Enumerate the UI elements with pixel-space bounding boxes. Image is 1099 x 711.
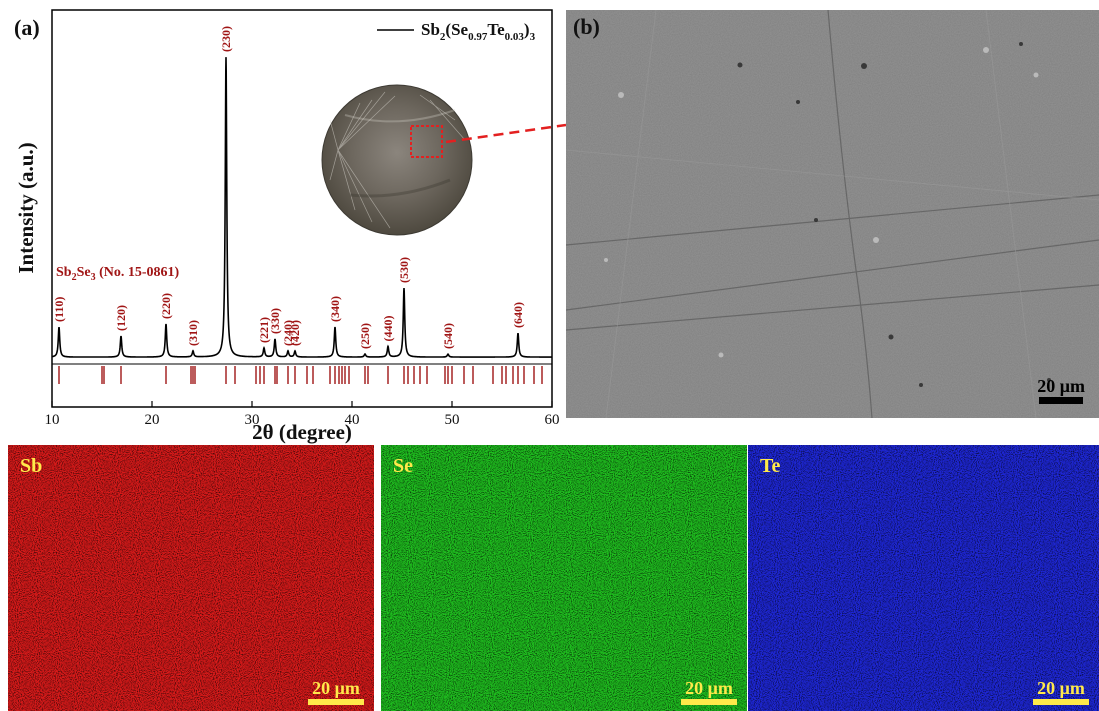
peak-label: (420) xyxy=(288,320,302,346)
se-label: Se xyxy=(393,455,413,477)
sb-scale-bar: 20 μm xyxy=(308,679,364,705)
panel-b-label: (b) xyxy=(573,14,600,39)
sem-scale-bar: 20 μm xyxy=(1037,377,1085,404)
sb-scale-label: 20 μm xyxy=(312,678,360,698)
pellet-photo xyxy=(321,84,473,236)
y-axis-label: Intensity (a.u.) xyxy=(14,142,38,273)
x-tick-label: 30 xyxy=(245,412,260,428)
panel-a-label: (a) xyxy=(14,15,40,40)
xrd-chart: (a) 10 20 30 40 50 60 (110) (120) (220) (310) (23… xyxy=(14,9,566,444)
zoom-indicator-line xyxy=(445,123,566,144)
plot-frame xyxy=(51,9,553,408)
se-scale-line xyxy=(681,699,737,705)
te-label: Te xyxy=(760,455,781,477)
reference-label: Sb2Se3 (No. 15-0861) xyxy=(56,265,180,283)
x-tick-label: 50 xyxy=(445,412,460,428)
peak-label: (110) xyxy=(52,297,66,322)
se-scale-label: 20 μm xyxy=(685,678,733,698)
te-scale-label: 20 μm xyxy=(1037,678,1085,698)
se-map: Se 20 μm xyxy=(381,445,747,711)
x-tick-label: 20 xyxy=(145,412,160,428)
x-ticks: 10 20 30 40 50 60 xyxy=(45,401,560,428)
sem-scale-label: 20 μm xyxy=(1037,376,1085,396)
peak-label: (310) xyxy=(186,320,200,346)
peak-label: (240) xyxy=(281,320,295,346)
x-tick-label: 60 xyxy=(545,412,560,428)
te-scale-line xyxy=(1033,699,1089,705)
sem-texture xyxy=(566,10,1099,418)
legend-label: Sb2(Se0.97Te0.03)3 xyxy=(421,20,536,43)
x-tick-label: 10 xyxy=(45,412,60,428)
sem-image: 20 μm xyxy=(566,10,1099,418)
peak-label: (221) xyxy=(257,317,271,343)
sem-scale-line xyxy=(1039,397,1084,404)
peak-label: (540) xyxy=(441,323,455,349)
peak-label: (220) xyxy=(159,293,173,319)
reference-lines xyxy=(58,366,543,384)
se-map-texture xyxy=(381,445,747,711)
peak-label: (340) xyxy=(328,296,342,322)
se-scale-bar: 20 μm xyxy=(681,679,737,705)
peak-label: (640) xyxy=(511,302,525,328)
te-map-texture xyxy=(748,445,1099,711)
sb-scale-line xyxy=(308,699,364,705)
x-axis-label: 2θ (degree) xyxy=(252,420,352,444)
x-tick-label: 40 xyxy=(345,412,360,428)
te-map: Te 20 μm xyxy=(748,445,1099,711)
xrd-pattern xyxy=(51,57,552,358)
sb-map-texture xyxy=(8,445,374,711)
selection-box xyxy=(410,125,443,158)
te-scale-bar: 20 μm xyxy=(1033,679,1089,705)
peak-label: (230) xyxy=(219,26,233,52)
peak-label: (530) xyxy=(397,257,411,283)
sb-label: Sb xyxy=(20,455,43,477)
peak-labels: (110) (120) (220) (310) (230) (221)(330) (240)… xyxy=(52,26,525,349)
sb-map: Sb 20 μm xyxy=(8,445,374,711)
peak-label: (250) xyxy=(358,323,372,349)
peak-label: (120) xyxy=(114,305,128,331)
peak-label: (440) xyxy=(381,316,395,342)
peak-label: (330) xyxy=(268,308,282,334)
